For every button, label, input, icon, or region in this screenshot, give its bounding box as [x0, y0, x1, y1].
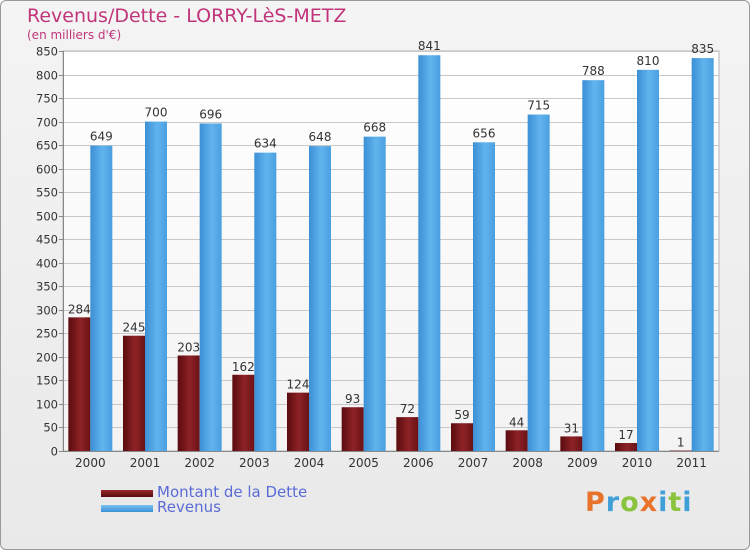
x-tick-label: 2001	[130, 456, 161, 470]
bar-revenus	[527, 114, 550, 451]
data-label-revenus: 696	[199, 107, 222, 121]
bar-revenus	[363, 136, 386, 451]
data-label-dette: 245	[123, 321, 146, 335]
data-label-dette: 1	[677, 436, 685, 450]
data-label-revenus: 648	[309, 130, 332, 144]
y-tick-label: 500	[36, 210, 58, 224]
data-label-revenus: 656	[473, 126, 496, 140]
bar-dette	[560, 436, 583, 451]
y-tick-label: 250	[36, 327, 58, 341]
bar-dette	[451, 423, 473, 451]
y-tick-label: 700	[36, 116, 58, 130]
x-tick-label: 2010	[622, 456, 653, 470]
bar-revenus	[418, 55, 441, 452]
y-tick-label: 850	[36, 45, 58, 59]
proxiti-logo: Proxiti	[585, 487, 693, 518]
data-label-revenus: 649	[90, 130, 113, 144]
bar-dette	[505, 430, 528, 451]
data-label-dette: 203	[177, 340, 200, 354]
y-tick-label: 800	[36, 69, 58, 83]
chart-title: Revenus/Dette - LORRY-LèS-METZ	[27, 5, 347, 27]
x-tick-label: 2008	[512, 456, 543, 470]
y-tick-label: 600	[36, 163, 58, 177]
y-tick-label: 200	[36, 351, 58, 365]
bar-dette	[177, 355, 200, 451]
data-label-dette: 93	[345, 392, 360, 406]
legend-label-dette: Montant de la Dette	[157, 483, 308, 501]
bar-dette	[68, 317, 91, 451]
chart-subtitle: (en milliers d'€)	[27, 28, 122, 42]
plot-area	[62, 50, 720, 452]
data-label-revenus: 668	[363, 121, 386, 135]
data-label-dette: 72	[400, 402, 415, 416]
y-tick-label: 350	[36, 280, 58, 294]
data-label-revenus: 700	[145, 106, 168, 120]
data-label-revenus: 788	[582, 64, 605, 78]
data-label-dette: 31	[564, 421, 579, 435]
x-tick-label: 2004	[294, 456, 325, 470]
bar-revenus	[691, 58, 714, 451]
data-label-dette: 162	[232, 360, 255, 374]
y-tick-label: 100	[36, 398, 58, 412]
bar-revenus	[582, 80, 605, 452]
y-tick-label: 400	[36, 257, 58, 271]
bar-revenus	[473, 142, 495, 451]
data-label-dette: 44	[509, 415, 524, 429]
x-tick-label: 2000	[75, 456, 106, 470]
y-tick-label: 0	[51, 445, 58, 459]
x-tick-label: 2009	[567, 456, 598, 470]
legend-swatch-revenus	[101, 505, 153, 512]
x-tick-label: 2007	[458, 456, 489, 470]
data-label-revenus: 835	[691, 42, 714, 56]
legend-swatch-dette	[101, 490, 153, 497]
y-tick-label: 150	[36, 374, 58, 388]
data-label-revenus: 634	[254, 137, 277, 151]
data-label-dette: 124	[287, 378, 310, 392]
x-tick-label: 2003	[239, 456, 270, 470]
bar-dette	[232, 374, 255, 451]
x-tick-label: 2005	[348, 456, 379, 470]
y-tick-label: 650	[36, 139, 58, 153]
bar-dette	[287, 392, 309, 451]
bar-revenus	[309, 146, 331, 451]
x-tick-label: 2002	[184, 456, 215, 470]
bar-revenus	[254, 152, 277, 451]
bar-revenus	[199, 123, 222, 452]
y-tick-label: 50	[43, 421, 58, 435]
y-tick-label: 300	[36, 304, 58, 318]
y-tick-label: 750	[36, 92, 58, 106]
bar-revenus	[637, 69, 659, 451]
x-tick-label: 2011	[676, 456, 707, 470]
y-tick-label: 550	[36, 186, 58, 200]
legend-label-revenus: Revenus	[157, 498, 221, 516]
y-tick-label: 450	[36, 233, 58, 247]
data-label-revenus: 841	[418, 39, 441, 53]
data-label-revenus: 810	[637, 54, 660, 68]
bar-dette	[669, 450, 692, 452]
bar-dette	[341, 407, 364, 451]
bar-dette	[396, 417, 419, 451]
bar-dette	[123, 335, 145, 451]
data-label-revenus: 715	[527, 99, 550, 113]
bar-revenus	[145, 121, 167, 452]
data-label-dette: 59	[454, 408, 469, 422]
data-label-dette: 284	[68, 302, 91, 316]
data-label-dette: 17	[618, 428, 633, 442]
bar-dette	[615, 443, 637, 451]
x-tick-label: 2006	[403, 456, 434, 470]
bar-revenus	[90, 145, 113, 451]
